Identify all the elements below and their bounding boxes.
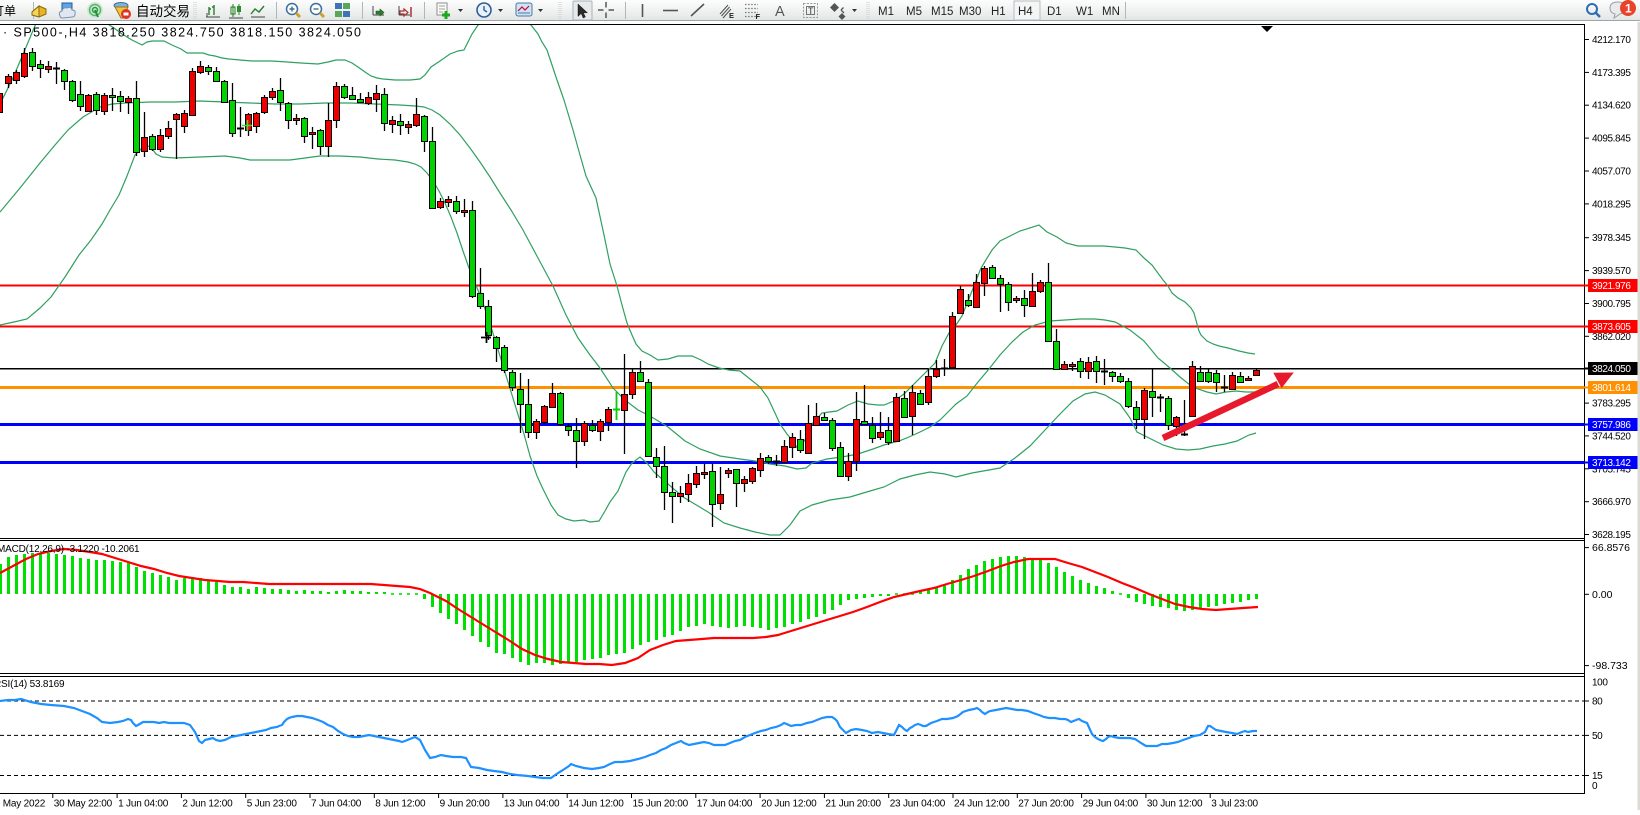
svg-text:订单: 订单 (0, 4, 16, 18)
svg-text:3824.050: 3824.050 (1592, 364, 1631, 375)
svg-text:-98.733: -98.733 (1592, 660, 1628, 672)
svg-text:66.8576: 66.8576 (1592, 542, 1630, 554)
svg-text:0.00: 0.00 (1592, 589, 1613, 601)
svg-text:4134.620: 4134.620 (1592, 101, 1631, 112)
svg-text:3744.520: 3744.520 (1592, 431, 1631, 442)
svg-text:3757.986: 3757.986 (1592, 420, 1631, 431)
svg-text:M1: M1 (878, 6, 894, 18)
svg-text:E: E (729, 11, 734, 20)
svg-text:W1: W1 (1076, 6, 1093, 18)
svg-text:· SP500-,H4 3818.250 3824.750: · SP500-,H4 3818.250 3824.750 3818.150 3… (3, 26, 362, 40)
svg-text:21 Jun 20:00: 21 Jun 20:00 (825, 799, 881, 810)
svg-text:3862.020: 3862.020 (1592, 332, 1631, 343)
svg-text:3713.142: 3713.142 (1592, 458, 1631, 469)
svg-text:T: T (808, 6, 814, 16)
svg-text:3939.570: 3939.570 (1592, 266, 1631, 277)
svg-text:A: A (775, 4, 785, 20)
svg-text:M5: M5 (906, 6, 922, 18)
svg-text:M30: M30 (959, 6, 981, 18)
svg-text:4212.170: 4212.170 (1592, 35, 1631, 46)
svg-text:F: F (756, 12, 761, 21)
svg-text:30 Jun 12:00: 30 Jun 12:00 (1147, 799, 1203, 810)
svg-text:24 Jun 12:00: 24 Jun 12:00 (954, 799, 1010, 810)
svg-text:M15: M15 (931, 6, 953, 18)
svg-text:27 May 2022: 27 May 2022 (0, 799, 46, 810)
svg-text:30 May 22:00: 30 May 22:00 (54, 799, 113, 810)
svg-text:20 Jun 12:00: 20 Jun 12:00 (761, 799, 817, 810)
svg-text:2 Jun 12:00: 2 Jun 12:00 (182, 799, 233, 810)
svg-text:0: 0 (1592, 781, 1598, 792)
svg-text:H1: H1 (991, 6, 1006, 18)
svg-text:4018.295: 4018.295 (1592, 199, 1631, 210)
svg-text:3921.976: 3921.976 (1592, 281, 1631, 292)
svg-text:8 Jun 12:00: 8 Jun 12:00 (375, 799, 426, 810)
svg-text:7 Jun 04:00: 7 Jun 04:00 (311, 799, 362, 810)
svg-text:H4: H4 (1018, 6, 1033, 18)
svg-text:4095.845: 4095.845 (1592, 134, 1631, 145)
svg-text:29 Jun 04:00: 29 Jun 04:00 (1083, 799, 1139, 810)
svg-text:13 Jun 04:00: 13 Jun 04:00 (504, 799, 560, 810)
svg-text:3900.795: 3900.795 (1592, 299, 1631, 310)
svg-text:14 Jun 12:00: 14 Jun 12:00 (568, 799, 624, 810)
svg-text:1 Jun 04:00: 1 Jun 04:00 (118, 799, 169, 810)
svg-text:17 Jun 04:00: 17 Jun 04:00 (697, 799, 753, 810)
svg-text:3978.345: 3978.345 (1592, 233, 1631, 244)
svg-text:100: 100 (1592, 678, 1608, 689)
svg-text:3801.614: 3801.614 (1592, 383, 1631, 394)
svg-text:5 Jun 23:00: 5 Jun 23:00 (247, 799, 298, 810)
svg-text:1: 1 (1625, 2, 1632, 16)
svg-text:80: 80 (1592, 697, 1603, 708)
svg-text:MACD(12,26,9) -3.1220 -10.2061: MACD(12,26,9) -3.1220 -10.2061 (0, 544, 140, 555)
svg-text:3628.195: 3628.195 (1592, 530, 1631, 541)
svg-text:50: 50 (1592, 731, 1603, 742)
svg-text:3666.970: 3666.970 (1592, 497, 1631, 508)
svg-text:4173.395: 4173.395 (1592, 68, 1631, 79)
svg-text:3783.295: 3783.295 (1592, 399, 1631, 410)
svg-text:D1: D1 (1047, 6, 1062, 18)
svg-text:15 Jun 20:00: 15 Jun 20:00 (633, 799, 689, 810)
svg-text:MN: MN (1102, 6, 1120, 18)
svg-text:27 Jun 20:00: 27 Jun 20:00 (1018, 799, 1074, 810)
svg-text:3 Jul 23:00: 3 Jul 23:00 (1211, 799, 1258, 810)
svg-text:RSI(14) 53.8169: RSI(14) 53.8169 (0, 679, 65, 690)
svg-text:23 Jun 04:00: 23 Jun 04:00 (890, 799, 946, 810)
svg-text:3873.605: 3873.605 (1592, 322, 1631, 333)
svg-text:9 Jun 20:00: 9 Jun 20:00 (440, 799, 491, 810)
svg-text:4057.070: 4057.070 (1592, 167, 1631, 178)
svg-text:自动交易: 自动交易 (136, 3, 190, 19)
